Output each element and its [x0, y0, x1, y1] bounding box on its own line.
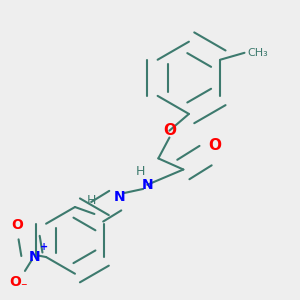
- Text: N: N: [29, 250, 40, 264]
- Text: O: O: [208, 138, 221, 153]
- Text: H: H: [87, 194, 96, 207]
- Text: +: +: [40, 242, 48, 252]
- Text: CH₃: CH₃: [247, 48, 268, 58]
- Text: O: O: [163, 123, 176, 138]
- Text: N: N: [141, 178, 153, 192]
- Text: O: O: [12, 218, 24, 232]
- Text: H: H: [136, 165, 145, 178]
- Text: N: N: [114, 190, 125, 204]
- Text: ⁻: ⁻: [20, 281, 27, 295]
- Text: O: O: [9, 275, 21, 289]
